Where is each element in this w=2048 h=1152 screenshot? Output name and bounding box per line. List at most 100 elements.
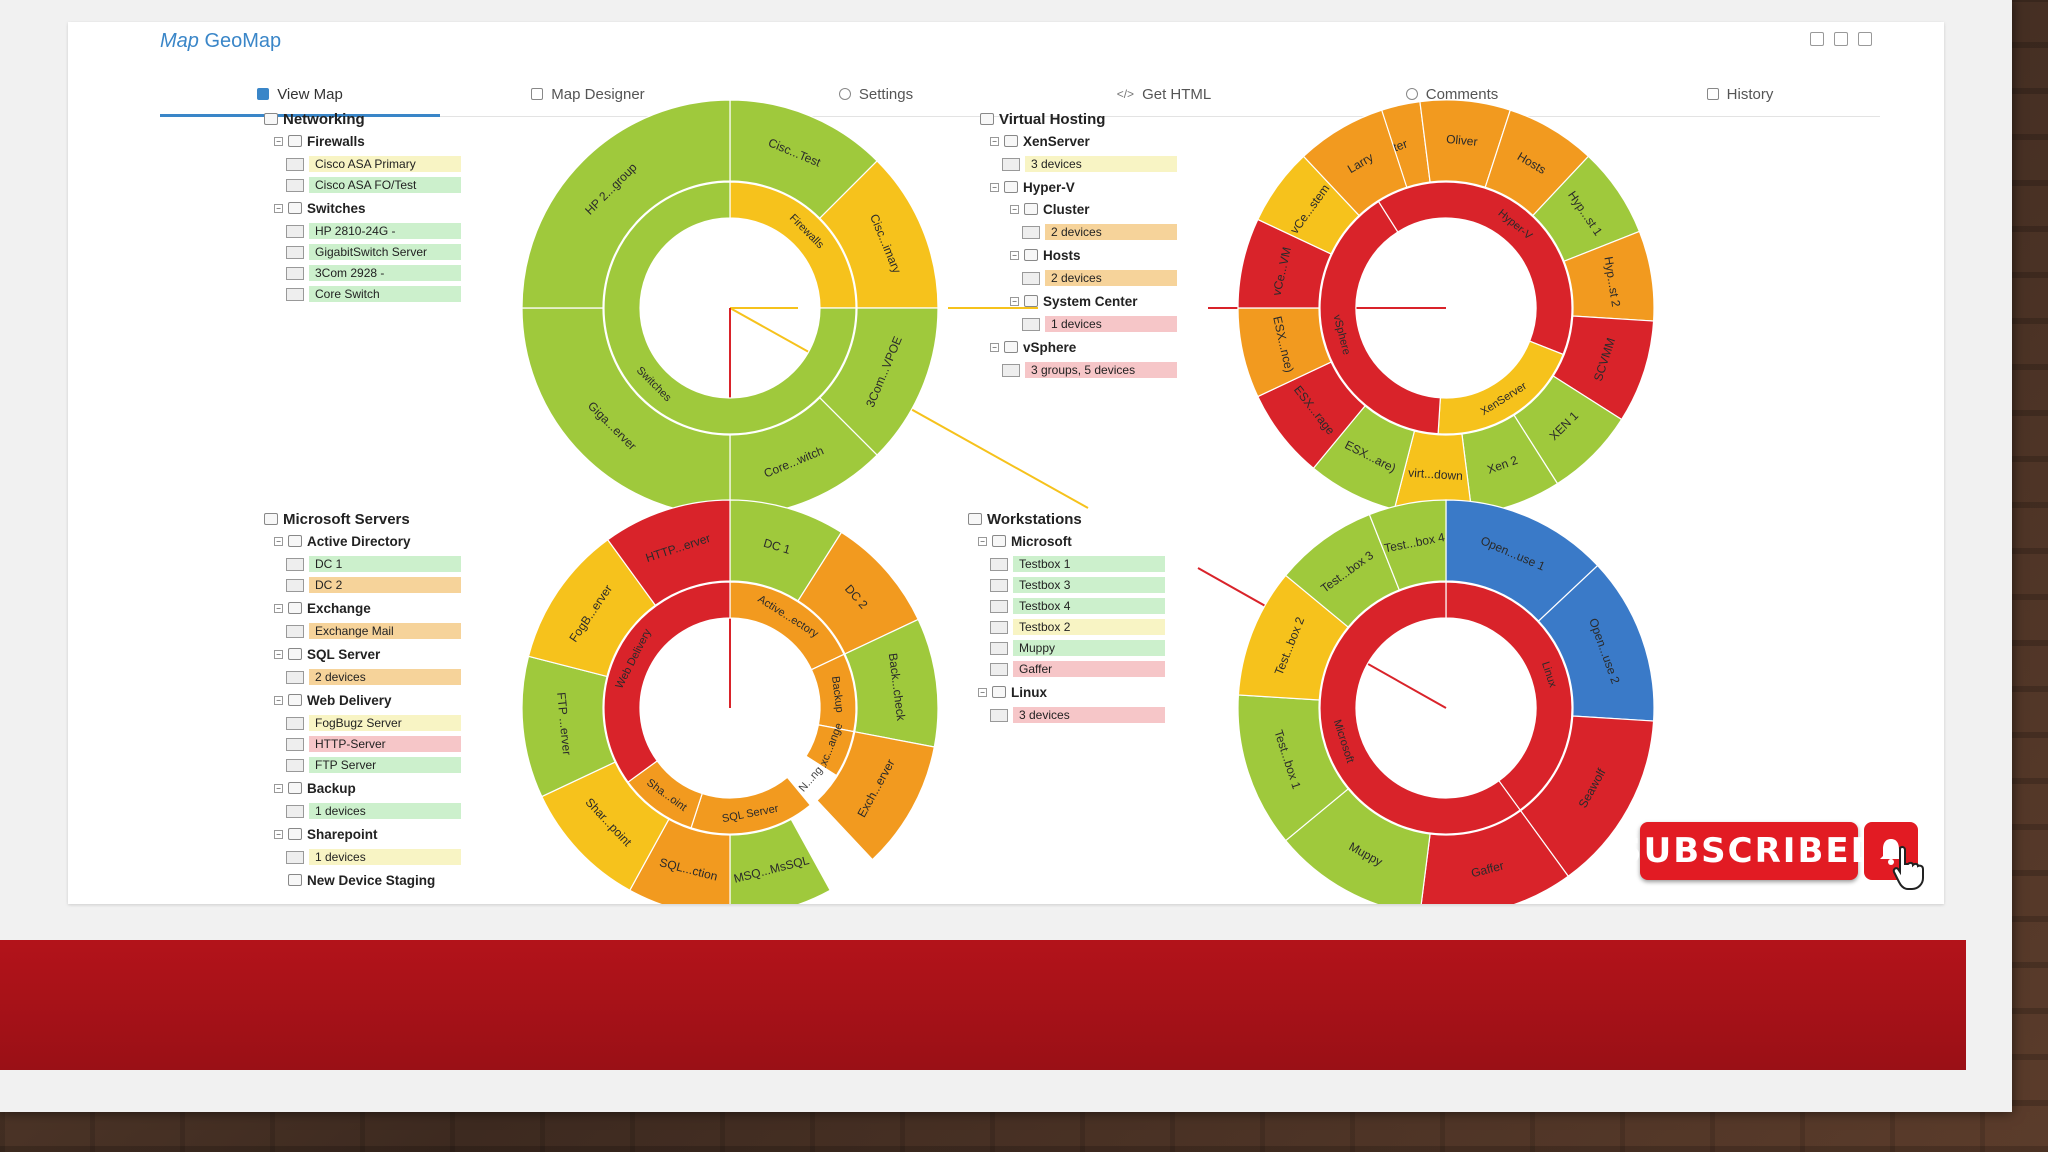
collapse-icon[interactable]: − <box>274 603 283 613</box>
tree-subgroup[interactable]: − Sharepoint <box>264 823 461 845</box>
tree-device[interactable]: DC 2 <box>286 576 461 594</box>
sunburst-segment[interactable] <box>1368 499 1447 591</box>
trash-icon[interactable] <box>1858 32 1872 46</box>
collapse-icon[interactable]: − <box>274 136 283 146</box>
sunburst-segment[interactable] <box>1420 809 1570 904</box>
workstations-tree: Workstations − Microsoft Testbox 1 Testbo… <box>968 508 1165 727</box>
tree-device[interactable]: Gaffer <box>990 660 1165 678</box>
tree-device[interactable]: HTTP-Server <box>286 735 461 753</box>
sunburst-segment[interactable] <box>1377 181 1573 356</box>
tree-subgroup[interactable]: − System Center <box>980 290 1177 312</box>
tab-label: Get HTML <box>1142 85 1212 103</box>
tree-group[interactable]: Networking <box>264 108 461 130</box>
collapse-icon[interactable]: − <box>274 783 283 793</box>
sunburst-label: FTP ...erver <box>554 692 574 756</box>
tree-device[interactable]: Muppy <box>990 639 1165 657</box>
tree-device[interactable]: Core Switch <box>286 285 461 303</box>
collapse-icon[interactable]: − <box>1010 204 1019 214</box>
tree-subgroup[interactable]: − XenServer <box>980 130 1177 152</box>
tree-subgroup[interactable]: − Backup <box>264 777 461 799</box>
collapse-icon[interactable]: − <box>978 536 987 546</box>
tree-device[interactable]: Cisco ASA Primary <box>286 155 461 173</box>
tree-group[interactable]: Microsoft Servers <box>264 508 461 530</box>
tree-device[interactable]: 2 devices <box>1022 269 1177 287</box>
sunburst-segment[interactable] <box>521 99 731 309</box>
tree-device[interactable]: 2 devices <box>1022 223 1177 241</box>
sunburst-segment[interactable] <box>729 818 832 904</box>
tree-device[interactable]: HP 2810-24G - <box>286 222 461 240</box>
sunburst-segment[interactable] <box>1319 581 1521 835</box>
tree-group[interactable]: Workstations <box>968 508 1165 530</box>
sunburst-virtual-hosting[interactable]: Hyper-VXenServervSphereClusterOliverHost… <box>1237 99 1655 517</box>
device-icon <box>1022 317 1040 331</box>
tree-subgroup[interactable]: − SQL Server <box>264 643 461 665</box>
subgroup-label: Web Delivery <box>307 692 392 708</box>
tree-subgroup[interactable]: − Switches <box>264 197 461 219</box>
sunburst-segment[interactable] <box>606 499 731 607</box>
tree-device[interactable]: Exchange Mail <box>286 622 461 640</box>
tree-subgroup[interactable]: − Firewalls <box>264 130 461 152</box>
tab-view-map[interactable]: View Map <box>160 74 440 117</box>
mail-icon[interactable] <box>1834 32 1848 46</box>
tree-group[interactable]: Virtual Hosting <box>980 108 1177 130</box>
tree-subgroup[interactable]: − Hosts <box>980 244 1177 266</box>
sunburst-segment[interactable] <box>603 581 731 783</box>
sunburst-segment[interactable] <box>603 181 857 435</box>
collapse-icon[interactable]: − <box>274 203 283 213</box>
sunburst-networking[interactable]: FirewallsSwitchesCisc...TestCisc...imary… <box>521 99 939 517</box>
tree-device[interactable]: 3 devices <box>990 706 1165 724</box>
sunburst-segment[interactable] <box>1445 581 1573 811</box>
sunburst-segment[interactable] <box>521 307 731 517</box>
collapse-icon[interactable]: − <box>978 687 987 697</box>
tab-settings[interactable]: Settings <box>736 74 1016 114</box>
device-label: Cisco ASA Primary <box>309 156 461 172</box>
tree-device[interactable]: Testbox 3 <box>990 576 1165 594</box>
tree-device[interactable]: 1 devices <box>286 802 461 820</box>
tree-subgroup[interactable]: − Cluster <box>980 198 1177 220</box>
tree-device[interactable]: FTP Server <box>286 756 461 774</box>
add-icon[interactable] <box>1810 32 1824 46</box>
app-title-name: GeoMap <box>204 30 282 52</box>
collapse-icon[interactable]: − <box>1010 250 1019 260</box>
collapse-icon[interactable]: − <box>274 649 283 659</box>
collapse-icon[interactable]: − <box>274 536 283 546</box>
tree-device[interactable]: Testbox 1 <box>990 555 1165 573</box>
tree-subgroup[interactable]: − Active Directory <box>264 530 461 552</box>
collapse-icon[interactable]: − <box>1010 296 1019 306</box>
folder-icon <box>288 694 302 706</box>
tab-map-designer[interactable]: Map Designer <box>448 74 728 114</box>
tab-history[interactable]: History <box>1600 74 1880 114</box>
subscribe-button[interactable]: SUBSCRIBED <box>1617 822 1879 880</box>
collapse-icon[interactable]: − <box>274 829 283 839</box>
tree-subgroup[interactable]: − vSphere <box>980 336 1177 358</box>
tree-subgroup[interactable]: − Exchange <box>264 597 461 619</box>
tree-subgroup[interactable]: − Linux <box>968 681 1165 703</box>
subgroup-label: vSphere <box>1023 339 1077 355</box>
tree-subgroup[interactable]: New Device Staging <box>264 869 461 891</box>
tree-device[interactable]: 3Com 2928 - <box>286 264 461 282</box>
tree-device[interactable]: 2 devices <box>286 668 461 686</box>
tree-device[interactable]: Testbox 2 <box>990 618 1165 636</box>
sunburst-microsoft-servers[interactable]: Active...ectoryBackupExc...angeN...ngSQL… <box>521 499 939 904</box>
tree-device[interactable]: Testbox 4 <box>990 597 1165 615</box>
tree-device[interactable]: FogBugz Server <box>286 714 461 732</box>
tree-device[interactable]: 1 devices <box>1022 315 1177 333</box>
collapse-icon[interactable]: − <box>990 136 999 146</box>
sunburst-segment[interactable] <box>1319 200 1441 435</box>
tree-device[interactable]: 1 devices <box>286 848 461 866</box>
collapse-icon[interactable]: − <box>990 342 999 352</box>
collapse-icon[interactable]: − <box>990 182 999 192</box>
tree-device[interactable]: Cisco ASA FO/Test <box>286 176 461 194</box>
tab-get-html[interactable]: </> Get HTML <box>1024 74 1304 114</box>
tab-comments[interactable]: Comments <box>1312 74 1592 114</box>
tree-device[interactable]: DC 1 <box>286 555 461 573</box>
tree-device[interactable]: 3 groups, 5 devices <box>1002 361 1177 379</box>
collapse-icon[interactable]: − <box>274 695 283 705</box>
sunburst-segment[interactable] <box>1302 109 1408 217</box>
tree-subgroup[interactable]: − Web Delivery <box>264 689 461 711</box>
tree-device[interactable]: 3 devices <box>1002 155 1177 173</box>
tree-subgroup[interactable]: − Microsoft <box>968 530 1165 552</box>
tree-device[interactable]: GigabitSwitch Server <box>286 243 461 261</box>
tree-subgroup[interactable]: − Hyper-V <box>980 176 1177 198</box>
